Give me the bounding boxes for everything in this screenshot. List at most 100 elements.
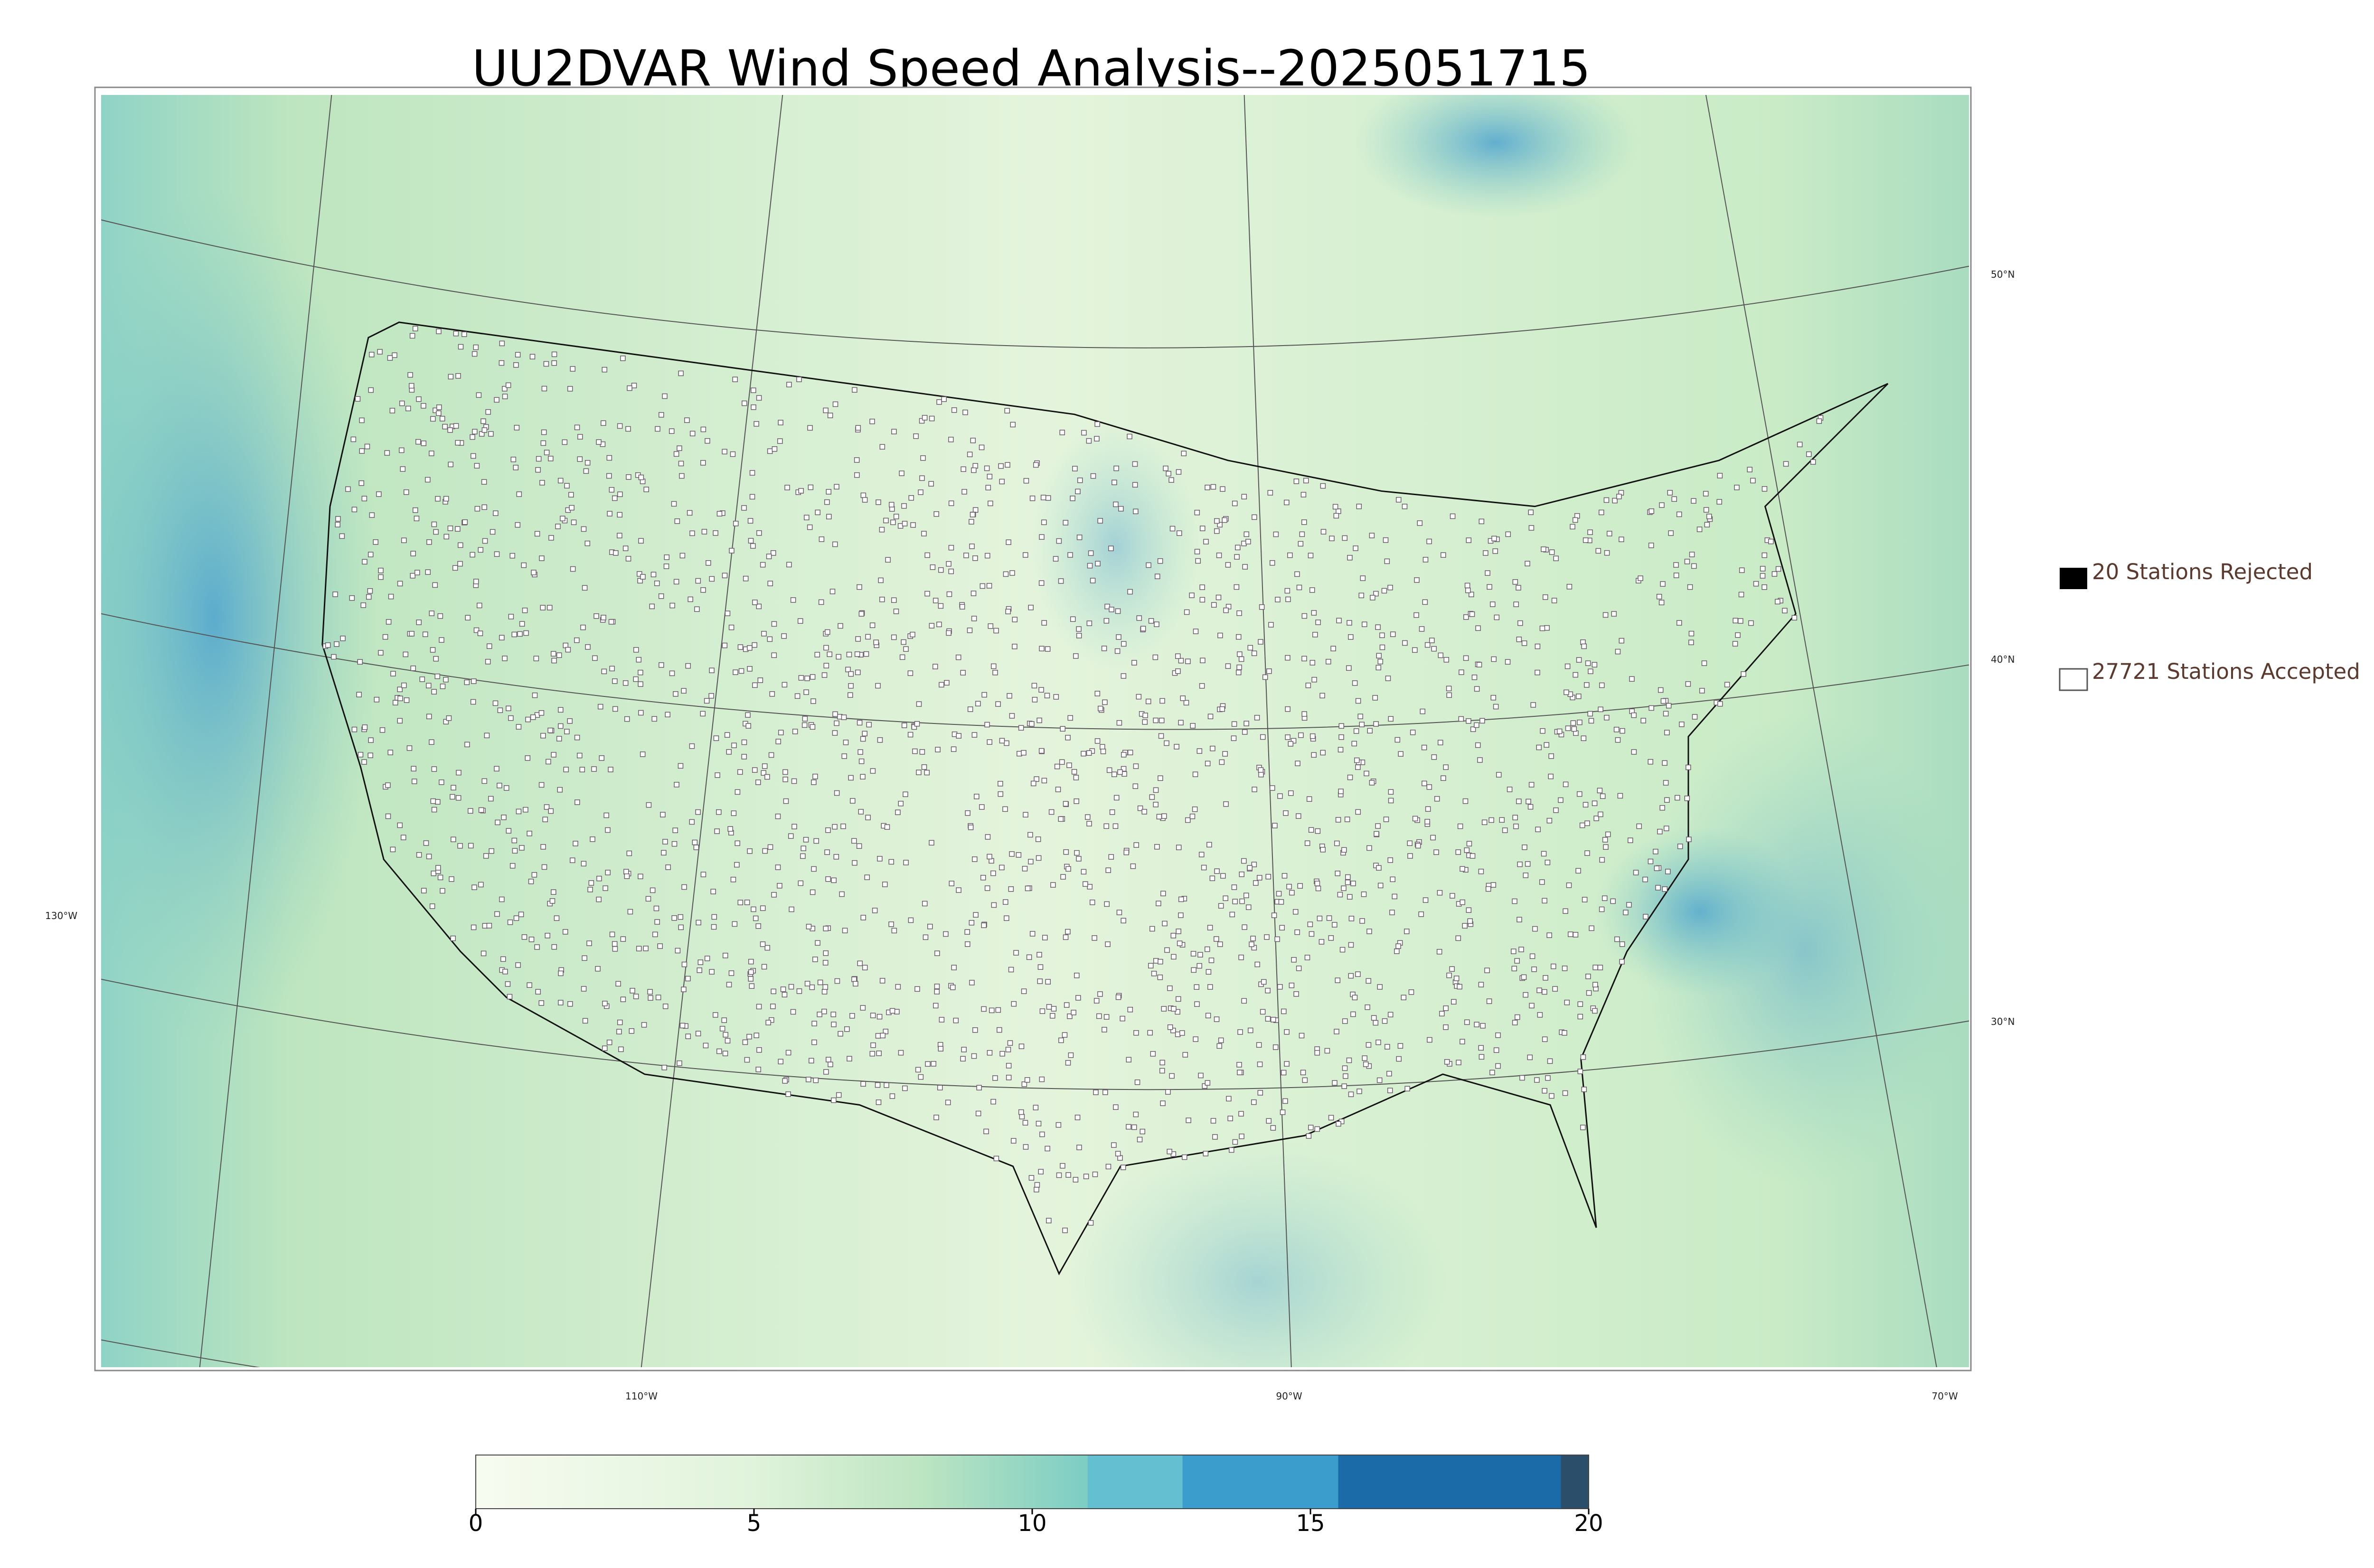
station [796, 376, 802, 382]
station [1164, 740, 1169, 746]
station [986, 583, 992, 589]
station [971, 732, 978, 738]
station [1592, 1008, 1598, 1014]
station [796, 988, 802, 994]
station [602, 366, 607, 373]
station [574, 734, 580, 741]
station [471, 884, 477, 890]
station [1653, 849, 1658, 854]
station [513, 465, 519, 470]
station [638, 873, 643, 879]
station [1298, 732, 1304, 738]
station [1573, 672, 1578, 678]
station [450, 935, 456, 941]
station [1205, 485, 1210, 490]
station [987, 854, 992, 860]
station [1336, 618, 1342, 623]
station [1054, 763, 1060, 770]
station [1364, 770, 1369, 777]
station [351, 507, 358, 513]
station [1686, 836, 1692, 842]
station [1063, 801, 1069, 807]
station [541, 385, 547, 392]
station [421, 403, 426, 409]
station [443, 676, 449, 683]
station [426, 683, 432, 688]
station [1480, 1023, 1486, 1029]
station [1338, 723, 1344, 729]
station [836, 654, 841, 660]
station [1598, 811, 1603, 817]
station [918, 489, 923, 495]
station [1465, 587, 1471, 593]
station [988, 623, 994, 629]
station [1429, 638, 1435, 643]
station [1278, 899, 1284, 905]
station [1203, 539, 1209, 545]
station [838, 623, 843, 629]
station [431, 870, 437, 876]
station [626, 474, 631, 480]
station [877, 856, 883, 862]
station [985, 553, 990, 559]
station [1455, 849, 1461, 855]
station [838, 1031, 843, 1037]
station [1433, 849, 1439, 855]
station [1142, 713, 1148, 718]
station [760, 941, 766, 947]
station [1092, 1171, 1098, 1177]
station [478, 882, 484, 888]
station [1148, 618, 1154, 624]
station [1005, 1047, 1011, 1052]
station [1126, 1057, 1132, 1063]
station [551, 360, 557, 366]
station [846, 651, 852, 657]
station [803, 689, 809, 695]
station [1476, 662, 1482, 667]
station [481, 427, 488, 433]
station [749, 983, 755, 989]
station [751, 387, 756, 393]
station [543, 361, 549, 367]
station [432, 582, 438, 588]
station [899, 654, 905, 660]
station [1446, 685, 1452, 692]
station [1117, 769, 1123, 775]
station [582, 585, 588, 591]
station [1133, 1111, 1139, 1117]
station [488, 796, 494, 802]
station [1328, 935, 1334, 941]
station [933, 511, 939, 517]
station [1675, 795, 1680, 801]
station [637, 571, 642, 577]
station [964, 929, 970, 935]
station [1004, 408, 1010, 413]
station [554, 915, 560, 921]
station [1527, 1054, 1533, 1061]
station [1354, 757, 1360, 763]
station [1154, 844, 1160, 850]
station [1104, 901, 1110, 907]
station [781, 633, 787, 639]
station [1494, 614, 1500, 620]
station [332, 592, 338, 597]
station [1158, 775, 1163, 781]
station [753, 915, 759, 921]
station [577, 434, 583, 440]
station [1282, 1098, 1288, 1104]
station [362, 724, 368, 730]
station [845, 667, 851, 673]
station [700, 587, 706, 593]
station [426, 539, 432, 545]
station [1146, 562, 1151, 568]
station [1353, 728, 1359, 734]
station [609, 487, 615, 493]
station [788, 984, 794, 990]
station [509, 863, 516, 869]
station [826, 489, 831, 495]
station [722, 573, 728, 579]
station [1113, 795, 1120, 801]
station [650, 887, 656, 893]
station [567, 386, 573, 392]
station [500, 956, 506, 962]
